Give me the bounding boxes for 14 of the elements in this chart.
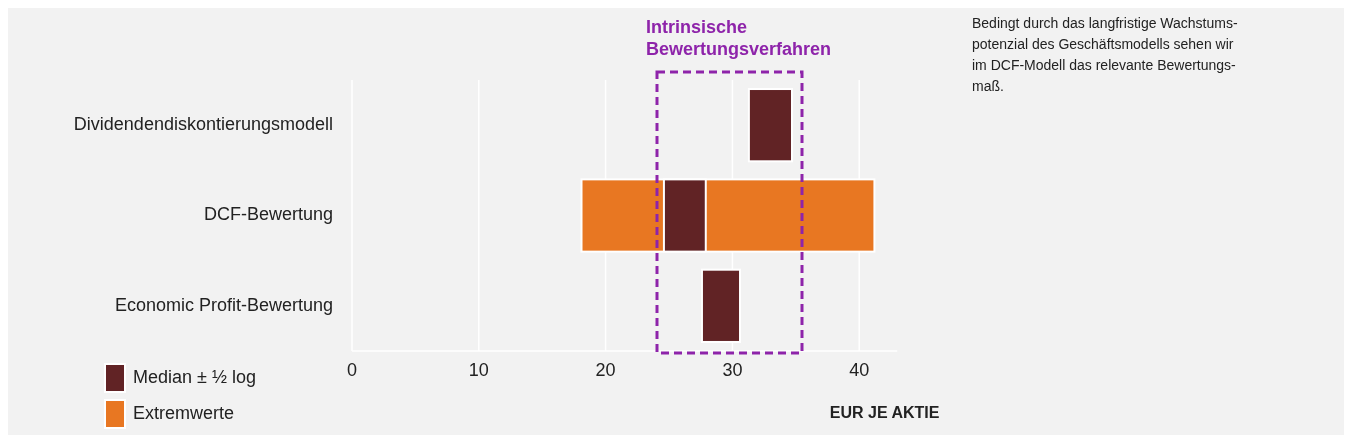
legend-label: Median ± ½ log bbox=[133, 366, 256, 387]
x-tick-label: 0 bbox=[346, 360, 358, 380]
y-tick-label: DCF-Bewertung bbox=[203, 204, 333, 225]
x-tick-label: 30 bbox=[722, 360, 743, 380]
x-tick-label: 10 bbox=[468, 360, 489, 380]
y-tick-label: Economic Profit-Bewertung bbox=[114, 294, 333, 315]
legend-label: Extremwerte bbox=[133, 402, 235, 423]
x-tick-label: 40 bbox=[849, 360, 870, 380]
x-tick-label: 20 bbox=[595, 360, 616, 380]
text: Bedingt durch das langfristige Wachstums- potenzial des Geschäftsmodells sehen wir im DCF-Modell das relevante Bewertungs- maß. bbox=[972, 15, 1238, 94]
text: Intrinsische Bewertungsverfahren bbox=[646, 17, 832, 59]
bar bbox=[747, 88, 793, 163]
x-axis-title: EUR JE AKTIE bbox=[829, 404, 940, 421]
y-tick-label: Dividendendiskontierungsmodell bbox=[73, 113, 333, 134]
